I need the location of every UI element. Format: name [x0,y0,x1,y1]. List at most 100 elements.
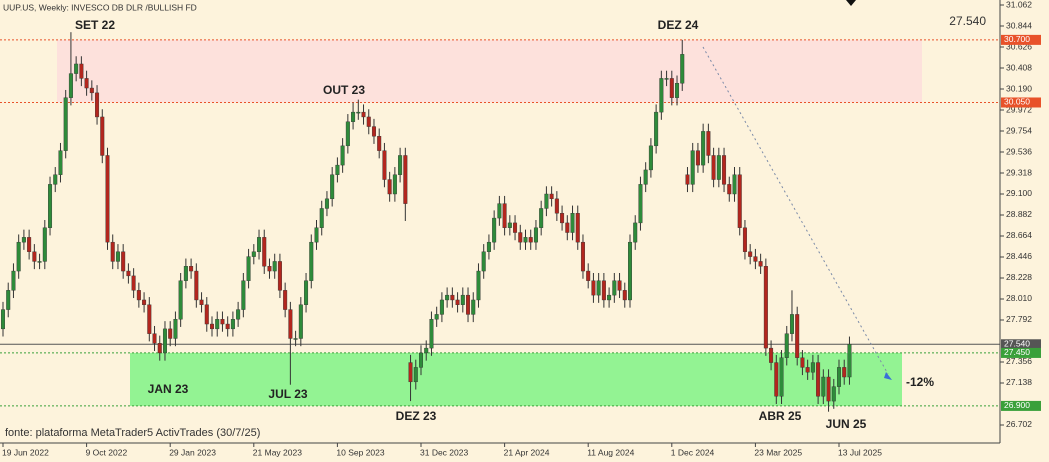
candle-body [533,227,538,243]
candle-body [774,362,779,397]
candle-body [523,237,528,243]
candle-body [800,357,805,368]
candle-body [162,328,167,354]
candle-body [173,319,178,339]
candle-body [215,319,220,330]
candle-body [309,241,314,281]
candle-body [387,179,392,195]
candle-body [283,290,288,310]
candle-body [685,174,690,185]
candle-body [351,111,356,122]
y-tick-label: 29.536 [1006,146,1032,156]
candle-body [727,184,732,195]
candle-body [74,63,79,74]
candle-body [486,241,491,252]
candle-body [277,261,282,291]
candle-body [241,280,246,310]
x-tick-label: 21 May 2023 [253,447,302,457]
candle-body [115,251,120,262]
y-tick-label: 31.062 [1006,0,1032,9]
level-label-box [1001,34,1041,45]
x-tick-label: 21 Apr 2024 [504,447,550,457]
candle-body [690,150,695,185]
candle-body [439,299,444,315]
shift-marker [846,0,856,6]
candle-body [450,294,455,301]
candle-body [21,237,26,243]
candle-body [63,97,68,151]
candle-body [591,280,596,296]
y-tick-label: 28.664 [1006,230,1032,240]
candle-body [183,266,188,281]
candle-body [507,222,512,228]
candle-body [1,309,5,330]
candle-body [466,294,471,315]
source-note: fonte: plataforma MetaTrader5 ActivTrade… [5,427,260,439]
y-tick-label: 28.882 [1006,209,1032,219]
candle-body [257,237,262,252]
candle-body [742,227,747,252]
candle-body [617,280,622,291]
candle-body [779,357,784,397]
candle-body [189,266,194,272]
y-tick-label: 28.228 [1006,272,1032,282]
candle-body [335,164,340,175]
candle-body [837,367,842,387]
candle-body [826,376,831,402]
candle-body [11,270,16,291]
candle-body [455,299,460,305]
candle-body [314,227,319,243]
candle-body [58,150,63,175]
candle-body [330,174,335,200]
candle-body [722,155,727,185]
candle-body [53,174,58,185]
level-label: 30.050 [1004,97,1030,107]
candle-body [763,266,768,349]
candle-body [628,241,633,301]
candle-body [539,208,544,228]
candle-body [424,347,429,354]
candle-body [272,261,277,272]
candle-body [225,323,230,330]
candle-body [27,237,32,252]
x-tick-label: 31 Dec 2023 [420,447,468,457]
y-tick-label: 30.844 [1006,20,1032,30]
candle-body [810,362,815,373]
y-tick-label: 29.754 [1006,125,1032,135]
candle-body [612,280,617,296]
level-label-box [1001,339,1041,350]
candle-body [847,344,852,378]
candle-body [497,203,502,219]
candle-body [554,198,559,214]
annotation: JUN 25 [826,417,867,431]
y-tick-label: 30.190 [1006,83,1032,93]
candle-body [136,290,141,301]
candle-body [607,294,612,301]
level-label: 30.700 [1004,34,1030,44]
candle-body [434,314,439,320]
zone [57,39,922,103]
candle-body [695,150,700,166]
candle-body [622,290,627,301]
candle-body [152,333,157,344]
candle-body [753,256,758,262]
candle-body [105,155,110,243]
candle-body [236,309,241,320]
annotation: ABR 25 [759,409,802,423]
candle-body [126,270,131,277]
y-tick-label: 30.626 [1006,41,1032,51]
annotation: DEZ 24 [658,18,699,32]
candle-body [706,131,711,156]
candle-body [209,323,214,330]
level-label: 27.540 [1004,339,1030,349]
candle-body [178,280,183,320]
candle-body [110,241,115,262]
candle-body [476,270,481,301]
candle-body [528,237,533,243]
level-label: 27.450 [1004,347,1030,357]
annotation: -12% [906,375,934,389]
candle-body [382,150,387,180]
candle-body [298,304,303,339]
candle-body [570,213,575,233]
x-tick-label: 19 Jun 2022 [2,447,49,457]
